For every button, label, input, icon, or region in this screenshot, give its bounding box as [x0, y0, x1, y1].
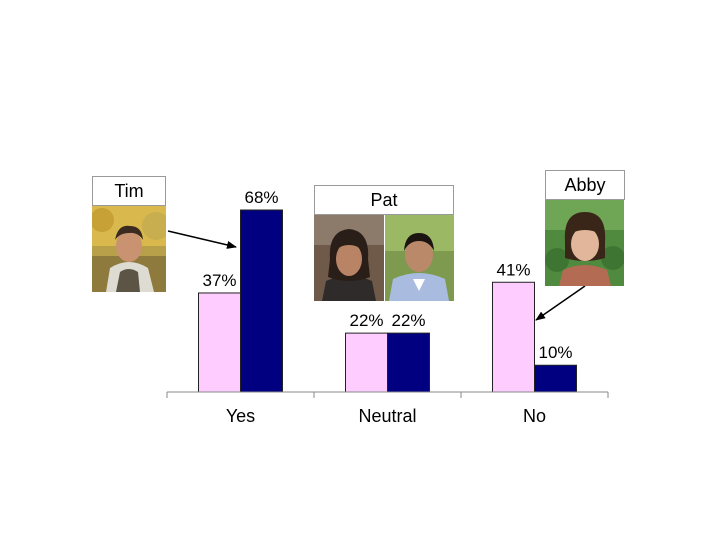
- data-label-no-series-1: 41%: [496, 260, 530, 279]
- tim-photo: [92, 206, 166, 292]
- bar-no-series-2: [534, 364, 577, 393]
- x-tick-label-neutral: Neutral: [358, 406, 416, 426]
- x-tick-label-yes: Yes: [226, 406, 255, 426]
- data-label-no-series-2: 10%: [538, 343, 572, 362]
- tim-name-label: Tim: [92, 176, 166, 206]
- x-tick-label-no: No: [523, 406, 546, 426]
- data-label-yes-series-2: 68%: [244, 188, 278, 207]
- data-label-neutral-series-2: 22%: [391, 311, 425, 330]
- bar-yes-series-2: [240, 209, 283, 393]
- abby-arrow: [535, 285, 586, 321]
- data-label-yes-series-1: 37%: [202, 271, 236, 290]
- data-label-neutral-series-1: 22%: [349, 311, 383, 330]
- tim-arrow: [167, 230, 237, 249]
- bar-neutral-series-1: [345, 332, 388, 393]
- pat-photo-man: [385, 215, 454, 301]
- abby-name-label: Abby: [545, 170, 625, 200]
- bar-neutral-series-2: [387, 332, 430, 393]
- pat-name-label: Pat: [314, 185, 454, 215]
- bar-no-series-1: [492, 281, 535, 393]
- pat-photo-woman: [314, 215, 384, 301]
- abby-photo: [545, 200, 624, 286]
- bar-yes-series-1: [198, 292, 241, 393]
